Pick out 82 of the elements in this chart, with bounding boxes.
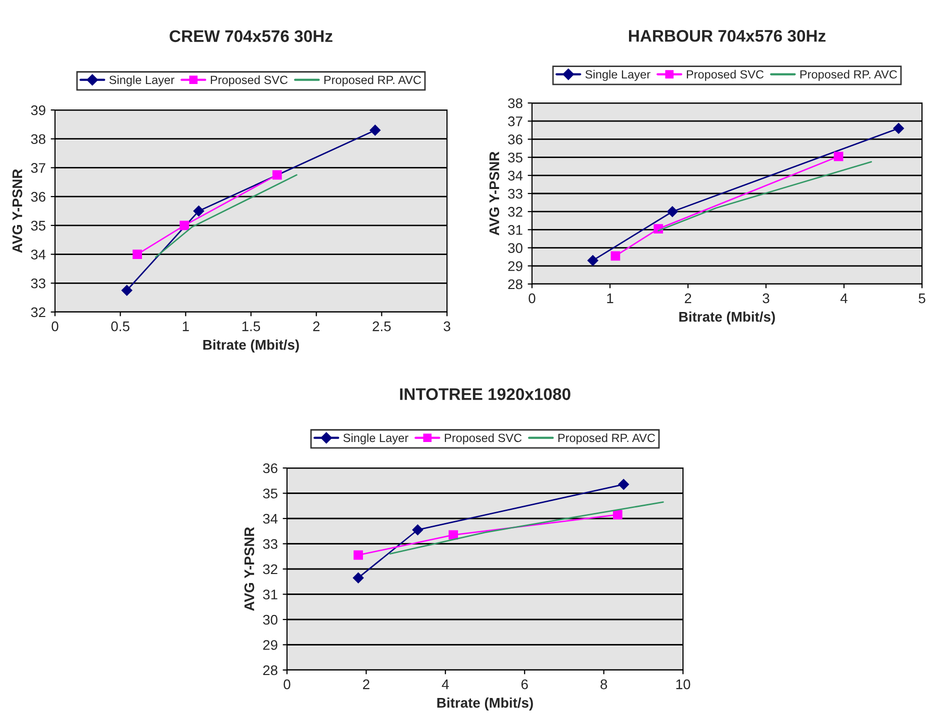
y-tick-label: 29: [508, 261, 522, 272]
y-tick-label: 34: [31, 250, 46, 260]
x-tick-label: 2: [363, 679, 370, 690]
x-tick-label: 1: [182, 322, 189, 332]
legend-label: Proposed RP. AVC: [558, 433, 655, 444]
y-tick-label: 33: [263, 539, 278, 549]
y-tick-label: 37: [508, 116, 522, 126]
y-tick-label: 35: [31, 220, 46, 231]
y-tick-label: 33: [31, 278, 46, 288]
x-tick-label: 10: [676, 679, 690, 690]
point: [834, 152, 844, 162]
y-tick-label: 36: [508, 134, 522, 144]
y-tick-label: 31: [263, 590, 278, 600]
x-tick-label: 2: [684, 293, 692, 304]
chart-title: CREW 704x576 30Hz: [170, 30, 332, 42]
x-tick-label: 5: [918, 294, 926, 304]
legend-label: Proposed RP. AVC: [800, 70, 897, 81]
y-tick-label: 29: [263, 640, 278, 650]
x-tick-label: 1.5: [242, 322, 260, 332]
legend-label: Proposed SVC: [444, 433, 522, 444]
x-tick-label: 0.5: [111, 321, 130, 332]
x-tick-label: 0: [284, 679, 290, 690]
x-tick-label: 1: [607, 294, 614, 304]
x-tick-label: 8: [600, 679, 608, 690]
y-axis-title: AVG Y-PSNR: [244, 527, 254, 611]
legend-label: Proposed SVC: [210, 75, 288, 86]
y-tick-label: 30: [508, 243, 522, 253]
y-tick-label: 32: [508, 206, 522, 217]
x-tick-label: 3: [762, 293, 770, 304]
x-tick-label: 0: [528, 293, 536, 304]
x-axis-title: Bitrate (Mbit/s): [679, 312, 775, 324]
x-tick-label: 3: [444, 321, 450, 332]
y-tick-label: 35: [508, 152, 522, 162]
y-tick-label: 38: [508, 98, 522, 108]
point: [612, 510, 622, 520]
x-tick-label: 2.5: [372, 321, 391, 332]
y-tick-label: 28: [508, 279, 522, 290]
y-tick-label: 36: [31, 192, 46, 202]
legend-label: Single Layer: [343, 433, 408, 444]
y-tick-label: 32: [31, 307, 46, 318]
point: [893, 122, 904, 134]
point: [121, 284, 132, 296]
x-tick-label: 6: [521, 679, 528, 690]
x-tick-label: 2: [313, 321, 320, 332]
y-tick-label: 37: [31, 163, 46, 173]
point: [370, 124, 381, 136]
legend-label: Proposed RP. AVC: [324, 75, 421, 86]
point: [193, 206, 204, 216]
x-tick-label: 0: [52, 321, 58, 332]
x-tick-label: 4: [442, 680, 449, 690]
point: [587, 255, 598, 266]
y-tick-label: 35: [263, 488, 278, 498]
legend-label: Single Layer: [585, 70, 650, 81]
point: [618, 478, 630, 490]
y-tick-label: 32: [263, 564, 278, 574]
point: [354, 550, 363, 560]
point: [448, 530, 458, 540]
chart-title: HARBOUR 704x576 30Hz: [629, 30, 826, 42]
y-tick-label: 34: [508, 170, 523, 181]
x-tick-label: 4: [840, 294, 848, 304]
x-axis-title: Bitrate (Mbit/s): [203, 340, 299, 352]
legend-label: Proposed SVC: [686, 70, 764, 81]
y-tick-label: 34: [263, 514, 278, 524]
legend-label: Single Layer: [109, 75, 174, 86]
y-tick-label: 31: [508, 225, 522, 235]
y-tick-label: 38: [31, 134, 46, 144]
y-tick-label: 33: [508, 188, 522, 199]
point: [666, 206, 678, 218]
y-axis-title: AVG Y-PSNR: [12, 169, 22, 253]
y-axis-title: AVG Y-PSNR: [489, 152, 500, 236]
y-tick-label: 39: [31, 105, 46, 116]
point: [180, 220, 190, 230]
x-axis-title: Bitrate (Mbit/s): [437, 698, 533, 710]
chart-title: INTOTREE 1920x1080: [400, 388, 570, 400]
y-tick-label: 28: [263, 665, 278, 676]
point: [132, 250, 142, 259]
y-tick-label: 36: [263, 463, 278, 474]
point: [412, 524, 424, 536]
y-tick-label: 30: [263, 614, 278, 625]
point: [272, 170, 282, 180]
point: [352, 572, 364, 584]
point: [610, 251, 620, 261]
